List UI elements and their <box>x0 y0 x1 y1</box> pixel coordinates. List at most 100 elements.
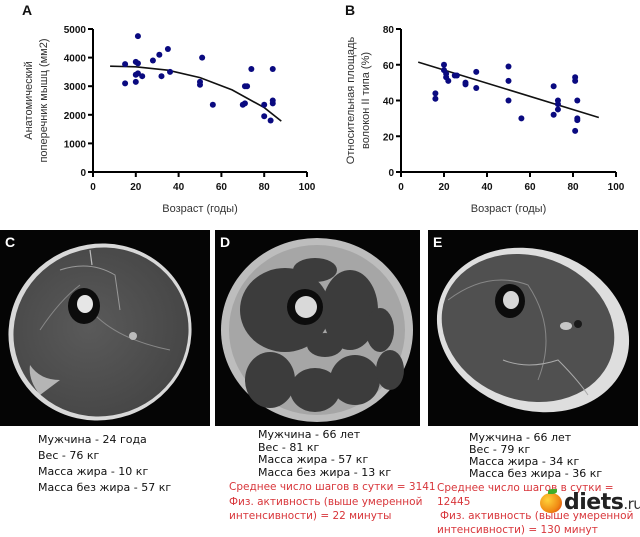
caption-c-fat-mass: Масса жира - 10 кг <box>38 465 149 478</box>
apple-logo-icon <box>540 488 562 513</box>
y-tick-label: 60 <box>383 61 395 72</box>
data-point <box>132 78 139 85</box>
caption-d-fat-mass: Масса жира - 57 кг <box>258 453 369 466</box>
data-point <box>134 60 141 67</box>
data-point <box>134 70 141 77</box>
caption-d-activity: Среднее число шагов в сутки = 3141 Физ. … <box>229 480 436 524</box>
x-tick-label: 40 <box>173 182 185 193</box>
caption-e-activity-line1: Физ. активность (выше умеренной <box>440 510 634 522</box>
data-point <box>554 106 561 113</box>
data-point <box>505 63 512 70</box>
x-tick-label: 60 <box>524 182 536 193</box>
data-point <box>122 80 129 87</box>
y-tick-label: 4000 <box>64 54 87 65</box>
caption-d-activity-line1: Физ. активность (выше умеренной <box>229 495 423 508</box>
bone-marrow <box>295 296 317 318</box>
chart-b-age-vs-type2-fiber-area: 0 20 40 60 80 0 20 40 60 80 100 Возраст (годы) Относ… <box>345 25 625 215</box>
y-axis-label-line: Относительная площадь <box>345 37 357 165</box>
data-point <box>572 77 579 84</box>
data-point <box>167 68 174 75</box>
data-point <box>149 57 156 64</box>
caption-d-steps: Среднее число шагов в сутки = 3141 <box>229 481 436 493</box>
diets-ru-watermark[interactable]: diets.ru <box>540 488 640 515</box>
y-axis-label-line: Анатомический <box>23 61 35 139</box>
caption-d-sex-age: Мужчина - 66 лет <box>258 428 361 441</box>
data-point <box>134 33 141 40</box>
caption-e-sex-age: Мужчина - 66 лет <box>469 431 572 444</box>
panel-letter-c: C <box>5 234 16 250</box>
muscle-area <box>441 253 615 403</box>
data-point <box>199 54 206 61</box>
x-tick-label: 100 <box>299 182 316 193</box>
x-tick-label: 20 <box>438 182 450 193</box>
data-point <box>432 95 439 102</box>
caption-e-steps: Среднее число шагов в сутки = 12445 <box>437 482 614 508</box>
y-tick-label: 5000 <box>64 25 87 36</box>
mri-image-d: D <box>215 230 420 426</box>
caption-e-fat-mass: Масса жира - 34 кг <box>469 455 580 468</box>
bone-marrow <box>503 291 519 309</box>
x-tick-label: 100 <box>608 182 625 193</box>
y-tick-label: 20 <box>383 132 395 143</box>
data-point <box>550 111 557 118</box>
caption-d-weight: Вес - 81 кг <box>258 440 320 454</box>
caption-c-lean-mass: Масса без жира - 57 кг <box>38 481 172 494</box>
x-axis-label: Возраст (годы) <box>471 203 547 215</box>
y-axis-label-line: поперечник мышц (мм2) <box>38 38 50 162</box>
panel-letter-e: E <box>433 234 443 250</box>
data-point <box>267 117 274 124</box>
data-point <box>432 90 439 97</box>
data-point <box>574 97 581 104</box>
caption-e-weight: Вес - 79 кг <box>469 443 531 456</box>
data-point <box>158 73 165 80</box>
data-point <box>462 81 469 88</box>
caption-e: Мужчина - 66 лет Вес - 79 кг Масса жира … <box>469 432 602 480</box>
data-point <box>473 84 480 91</box>
thigh-cross-section-active <box>436 247 630 413</box>
data-point <box>453 72 460 79</box>
x-tick-label: 60 <box>216 182 228 193</box>
x-tick-label: 80 <box>567 182 579 193</box>
data-point <box>518 115 525 122</box>
caption-c-weight: Вес - 76 кг <box>38 449 100 462</box>
x-tick-label: 0 <box>90 182 96 193</box>
data-point <box>445 77 452 84</box>
data-point <box>550 83 557 90</box>
watermark-tld: .ru <box>623 495 640 513</box>
y-tick-label: 2000 <box>64 111 87 122</box>
chart-a-age-vs-muscle-csa: 0 1000 2000 3000 4000 5000 0 20 40 60 80 100 Возраст… <box>23 25 316 215</box>
data-point <box>261 101 268 108</box>
y-tick-label: 0 <box>388 168 394 179</box>
caption-d-lean-mass: Масса без жира - 13 кг <box>258 465 392 479</box>
data-point <box>139 73 146 80</box>
x-tick-label: 20 <box>130 182 142 193</box>
caption-e-activity-line2: интенсивности) = 130 минут <box>437 524 598 536</box>
x-tick-label: 80 <box>259 182 271 193</box>
x-tick-label: 40 <box>481 182 493 193</box>
bone-marrow <box>77 295 93 313</box>
data-point <box>269 66 276 73</box>
data-point <box>261 113 268 120</box>
thigh-cross-section-young <box>8 243 192 421</box>
caption-e-lean-mass: Масса без жира - 36 кг <box>469 467 603 480</box>
caption-d: Мужчина - 66 лет Вес - 81 кг Масса жира … <box>258 428 392 479</box>
data-point <box>197 81 203 88</box>
data-point <box>505 77 512 84</box>
data-point <box>248 66 255 73</box>
y-tick-label: 3000 <box>64 82 87 93</box>
panel-letter-b: B <box>345 2 356 18</box>
data-point <box>122 61 129 68</box>
y-tick-label: 0 <box>80 168 86 179</box>
mri-image-c: C <box>0 230 210 426</box>
watermark-name: diets <box>564 490 624 515</box>
data-point <box>244 83 251 90</box>
data-point <box>554 101 561 108</box>
thigh-cross-section-sedentary <box>221 238 413 422</box>
caption-c: Мужчина - 24 года Вес - 76 кг Масса жира… <box>38 432 171 496</box>
data-point <box>505 97 512 104</box>
caption-c-sex-age: Мужчина - 24 года <box>38 433 147 446</box>
muscle-area <box>13 247 189 417</box>
data-point <box>156 51 163 58</box>
data-point <box>441 61 447 68</box>
panel-letter-d: D <box>220 234 231 250</box>
